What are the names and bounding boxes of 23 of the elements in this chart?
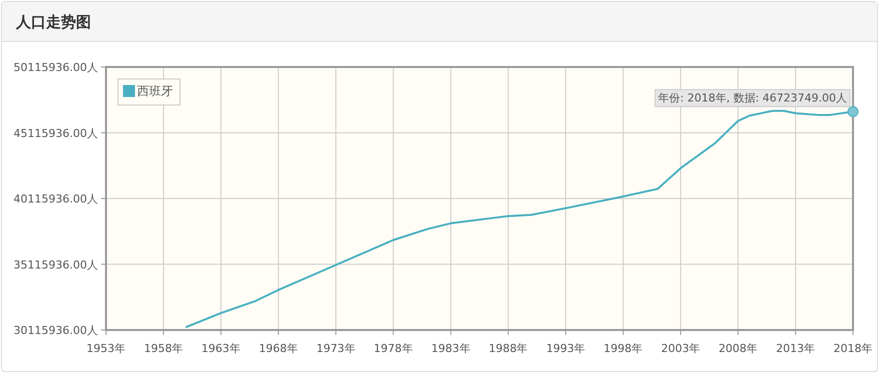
x-tick-label: 1953年	[86, 342, 126, 355]
x-tick-label: 1993年	[546, 342, 586, 355]
x-tick-label: 1968年	[258, 342, 298, 355]
x-tick-label: 1973年	[316, 342, 356, 355]
x-tick-label: 1978年	[374, 342, 413, 355]
y-tick-label: 30115936.00人	[14, 324, 98, 337]
y-tick-label: 45115936.00人	[14, 126, 98, 140]
annotation: 年份: 2018年, 数据: 46723749.00人	[654, 89, 858, 118]
legend-label: 西班牙	[137, 84, 173, 98]
y-tick-label: 50115936.00人	[14, 61, 98, 74]
x-tick-label: 2003年	[661, 342, 700, 355]
y-tick-label: 35115936.00人	[14, 258, 98, 272]
x-tick-label: 1958年	[144, 342, 183, 355]
chart-title: 人口走势图	[15, 13, 91, 31]
x-tick-label: 1983年	[431, 342, 470, 355]
annotation: 年份: 2018年, 数据: 46723749.00人	[658, 92, 847, 105]
x-tick-label: 1998年	[604, 342, 643, 355]
x-tick-label: 2018年	[834, 342, 872, 355]
x-tick-label: 1988年	[488, 342, 528, 355]
x-tick-label: 2013年	[776, 342, 816, 355]
x-tick-label: 2008年	[718, 342, 758, 355]
y-tick-label: 40115936.00人	[14, 192, 98, 206]
x-tick-label: 1963年	[201, 342, 240, 355]
